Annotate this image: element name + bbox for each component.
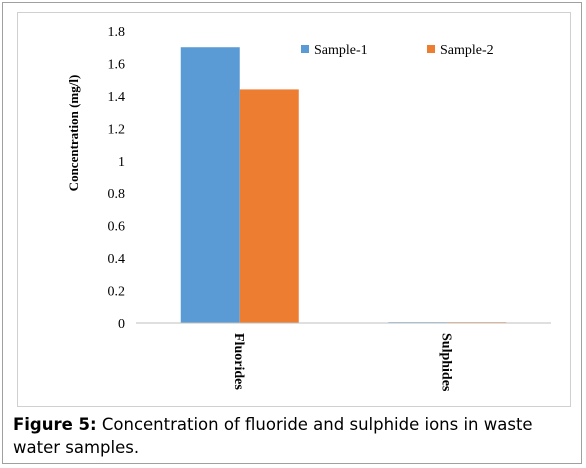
bar-chart: 0 0.2 0.4 0.6 0.8 1 1.2 1.4 1.6 1.8 Fluorides Sulp… (66, 25, 551, 392)
y-tick-label: 1.6 (108, 57, 126, 72)
legend-swatch (427, 45, 435, 53)
y-tick-label: 1 (118, 155, 125, 170)
y-tick-label: 0.8 (108, 187, 126, 202)
bar-sample-2-fluorides (239, 89, 299, 324)
chart-area (17, 12, 571, 407)
y-tick-label: 0 (118, 317, 125, 332)
caption-label: Figure 5: (13, 415, 97, 434)
y-tick-label: 0.6 (108, 220, 126, 235)
y-tick-label: 1.8 (108, 25, 126, 40)
y-tick-label: 0.2 (108, 285, 126, 300)
caption-text: Concentration of fluoride and sulphide i… (13, 415, 533, 457)
figure-frame: 0 0.2 0.4 0.6 0.8 1 1.2 1.4 1.6 1.8 Fluorides Sulp… (2, 2, 582, 464)
y-tick-label: 0.4 (108, 252, 126, 267)
y-tick-label: 1.4 (108, 90, 126, 105)
bar-sample-1-fluorides (180, 47, 240, 323)
y-axis-label: Concentration (mg/l) (66, 75, 81, 192)
x-tick-label: Sulphides (438, 333, 453, 392)
y-tick-label: 1.2 (108, 122, 126, 137)
legend-swatch (301, 45, 309, 53)
legend-label: Sample-1 (314, 43, 368, 58)
x-tick-label: Fluorides (231, 333, 246, 390)
legend-label: Sample-2 (440, 43, 494, 58)
figure-caption: Figure 5: Concentration of fluoride and … (13, 413, 575, 459)
